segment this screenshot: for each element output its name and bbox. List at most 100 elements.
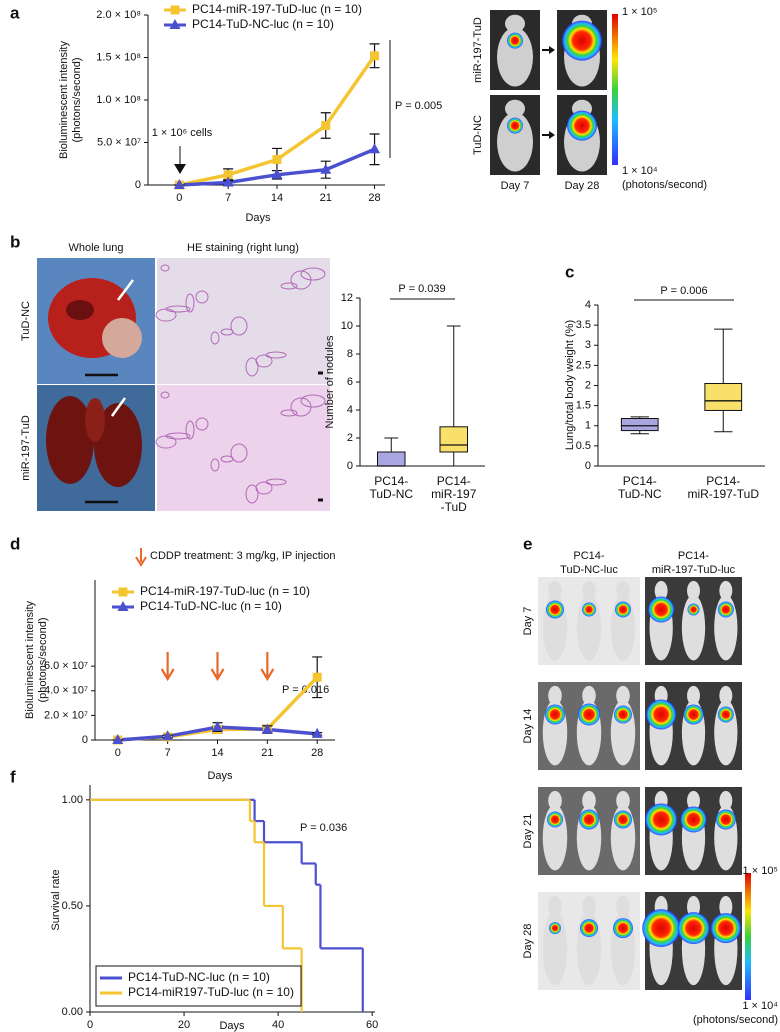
y-tick-label: 1 <box>585 420 591 432</box>
y-axis-label: (photons/second) <box>37 618 49 703</box>
x-tick-label: miR-197 <box>431 487 477 501</box>
x-tick-label: PC14- <box>623 474 657 488</box>
box <box>439 426 468 453</box>
signal <box>614 705 632 724</box>
lung <box>102 318 142 358</box>
x-tick-label: 7 <box>225 192 231 204</box>
arrow-head <box>549 131 555 139</box>
x-tick-label: 28 <box>311 747 323 759</box>
signal <box>545 704 565 725</box>
mouse-head <box>687 790 700 811</box>
marker <box>311 727 323 738</box>
signal <box>648 596 675 623</box>
x-tick-label: -TuD <box>441 500 468 514</box>
panel-label: e <box>523 534 532 553</box>
mouse-head <box>719 685 733 706</box>
annotation: P = 0.006 <box>660 285 707 297</box>
signal <box>677 912 710 945</box>
x-tick-label: miR-197-TuD <box>687 487 759 501</box>
signal <box>646 699 677 730</box>
scale-max: 1 × 10⁵ <box>743 865 778 877</box>
mouse-head <box>719 790 733 811</box>
image-row-label: TuD-NC <box>472 115 484 155</box>
mouse-head <box>548 895 562 919</box>
x-tick-label: 0 <box>115 747 121 759</box>
mouse-head <box>719 580 733 601</box>
image-col-label: PC14- <box>678 550 710 562</box>
legend-arrow-head <box>135 556 147 567</box>
y-tick-label: 1.5 × 10⁸ <box>96 51 141 63</box>
signal <box>613 918 633 939</box>
marker <box>370 51 380 61</box>
marker <box>223 170 233 180</box>
box <box>620 418 659 432</box>
tissue <box>185 293 195 313</box>
scale-unit: (photons/second) <box>693 1014 778 1026</box>
y-tick-label: 0 <box>347 460 353 472</box>
scale-max: 1 × 10⁵ <box>622 6 657 18</box>
lung <box>46 396 94 484</box>
image-row-label: miR-197-TuD <box>472 17 484 83</box>
image-col-label: TuD-NC-luc <box>560 564 618 576</box>
x-tick-label: 28 <box>368 192 380 204</box>
marker <box>112 734 124 744</box>
x-tick-label: TuD-NC <box>618 487 662 501</box>
y-tick-label: 8 <box>347 348 353 360</box>
legend-box <box>95 965 302 1007</box>
mouse-head <box>719 895 733 919</box>
x-tick-label: 14 <box>271 192 283 204</box>
white-arrow <box>117 279 134 301</box>
legend-marker <box>118 587 128 597</box>
x-tick-label: PC14- <box>374 474 408 488</box>
tissue <box>300 267 326 281</box>
y-tick-label: 2 <box>347 432 353 444</box>
legend-label: PC14-TuD-NC-luc (n = 10) <box>128 970 270 984</box>
signal <box>717 601 734 618</box>
tissue <box>290 397 312 417</box>
scale-unit: (photons/second) <box>622 179 707 191</box>
marker <box>211 721 223 732</box>
mouse-head <box>687 580 700 601</box>
tissue <box>230 316 248 336</box>
he-stain <box>157 385 330 511</box>
signal <box>580 919 598 938</box>
panel-label: a <box>10 3 20 22</box>
panel-label: d <box>10 534 20 553</box>
x-tick-label: PC14- <box>706 474 740 488</box>
tissue <box>155 308 177 322</box>
y-tick-label: 0 <box>135 179 141 191</box>
image-row-label: Day 14 <box>522 709 534 744</box>
mouse-head <box>582 790 596 811</box>
y-axis-label: Lung/total body weight (%) <box>564 320 576 450</box>
mouse-head <box>616 895 630 919</box>
marker <box>272 155 282 164</box>
x-tick-label: 14 <box>211 747 223 759</box>
y-tick-label: 10 <box>341 320 353 332</box>
annotation: CDDP treatment: 3 mg/kg, IP injection <box>150 550 335 562</box>
mouse-head <box>582 580 596 601</box>
treatment-arrow <box>260 652 275 682</box>
signal <box>507 117 523 134</box>
tissue <box>220 328 234 336</box>
x-axis-label: Days <box>219 1020 245 1032</box>
tissue <box>195 417 209 431</box>
tissue <box>210 458 220 472</box>
signal <box>680 806 707 833</box>
y-tick-label: 0.50 <box>62 900 83 912</box>
image-row-label: Day 28 <box>522 924 534 959</box>
y-axis-label: Number of nodules <box>324 335 336 428</box>
y-axis-label: Bioluminescent intensity <box>58 41 70 160</box>
signal <box>582 602 596 617</box>
panel-label: c <box>565 262 574 281</box>
mouse-body <box>681 594 706 661</box>
legend-label: PC14-miR-197-TuD-luc (n = 10) <box>140 584 310 598</box>
x-tick-label: 0 <box>87 1019 93 1031</box>
x-tick-label: 20 <box>178 1019 190 1031</box>
legend-marker <box>169 19 181 29</box>
tissue <box>245 357 259 377</box>
y-tick-label: 2.0 × 10⁸ <box>96 9 141 21</box>
y-tick-label: 0.5 <box>576 440 591 452</box>
marker <box>321 121 331 130</box>
color-scale <box>612 14 618 165</box>
